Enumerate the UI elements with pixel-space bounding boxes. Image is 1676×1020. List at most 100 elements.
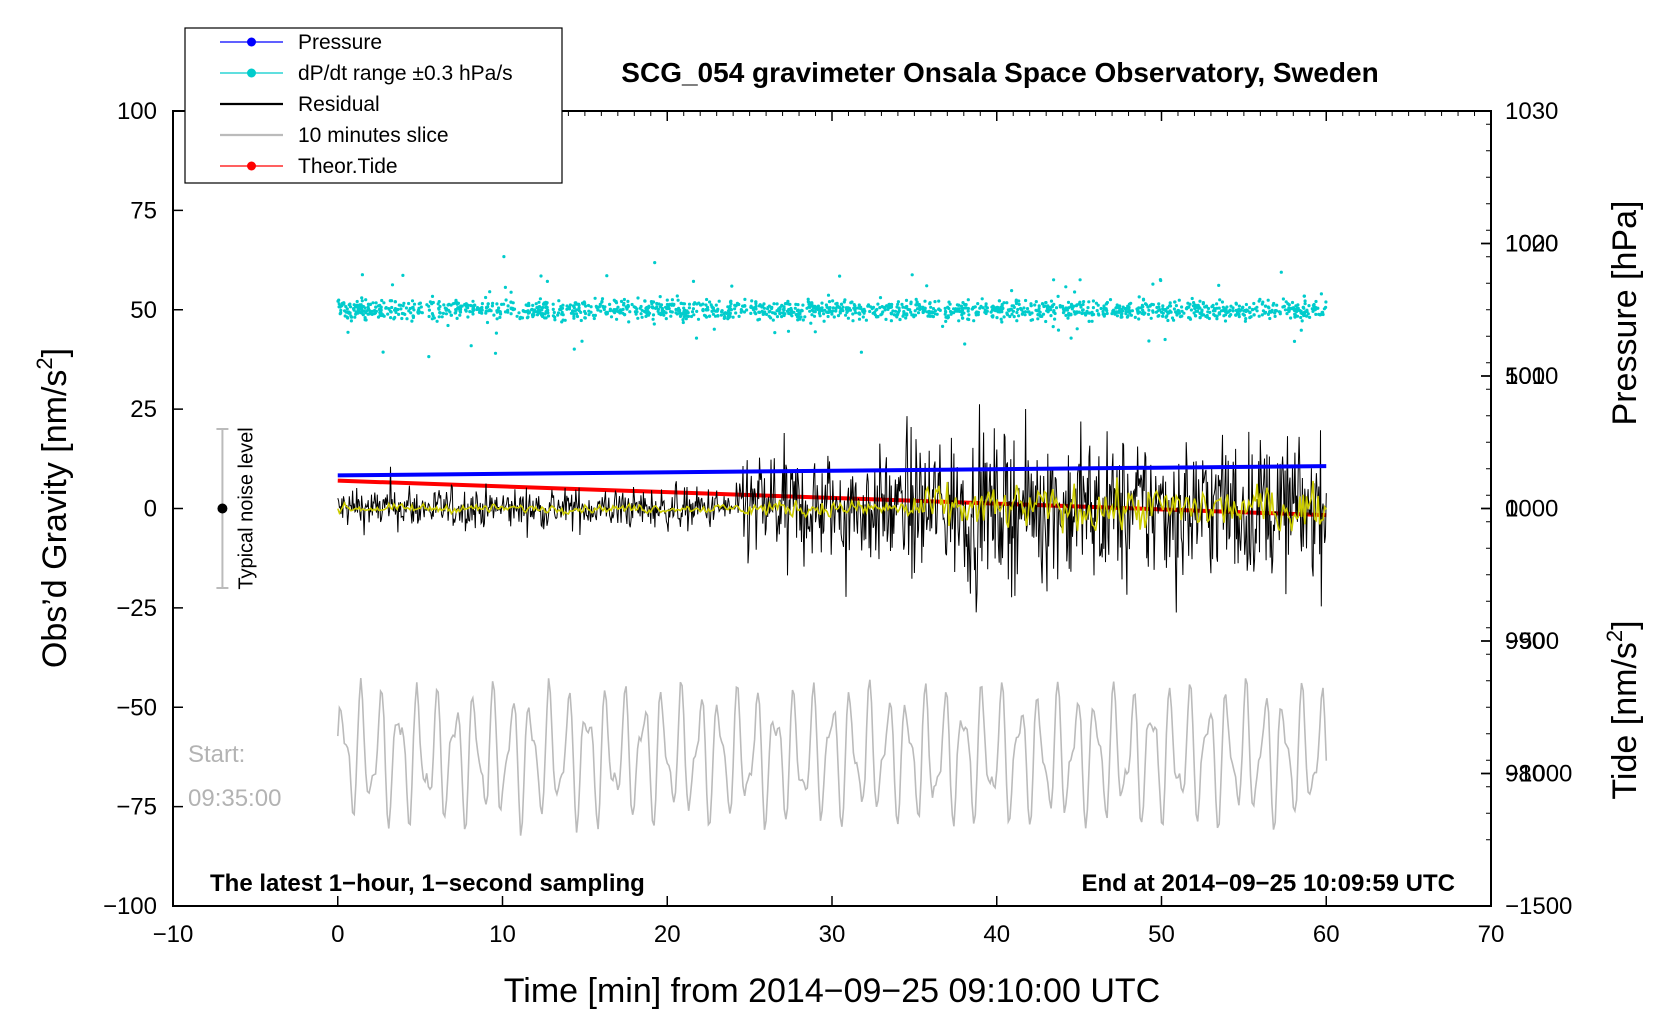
dpdt-point (644, 314, 648, 318)
dpdt-point (1204, 304, 1209, 308)
dpdt-point (733, 303, 737, 307)
dpdt-point (484, 309, 488, 313)
dpdt-point (1075, 327, 1079, 331)
dpdt-point (1213, 314, 1217, 318)
dpdt-point (915, 300, 919, 304)
dpdt-point (1281, 297, 1285, 301)
dpdt-point (1310, 307, 1314, 311)
dpdt-point (1266, 298, 1270, 302)
dpdt-point (494, 331, 498, 335)
dpdt-point (551, 307, 555, 311)
dpdt-point (847, 306, 852, 310)
dpdt-point (966, 306, 971, 311)
dpdt-point (1244, 317, 1248, 321)
dpdt-point (1223, 319, 1228, 323)
dpdt-point (972, 319, 976, 323)
dpdt-point (775, 315, 780, 319)
dpdt-point (967, 313, 971, 317)
x-tick-label: 30 (819, 921, 846, 948)
dpdt-point (691, 307, 696, 311)
dpdt-point (864, 318, 869, 322)
dpdt-point (496, 308, 500, 312)
dpdt-point (888, 305, 892, 309)
dpdt-point (404, 306, 408, 310)
dpdt-point (1314, 312, 1318, 316)
dpdt-point (1101, 309, 1105, 314)
dpdt-point (796, 318, 800, 322)
dpdt-point (720, 309, 724, 313)
dpdt-point (1263, 304, 1268, 308)
x-axis-title: Time [min] from 2014−09−25 09:10:00 UTC (504, 972, 1160, 1010)
tide-axis-title-sup: 2 (1602, 630, 1627, 642)
dpdt-point (1095, 309, 1099, 313)
dpdt-point (1016, 307, 1020, 312)
dpdt-point (534, 302, 538, 306)
y-left-tick-label: 50 (130, 297, 157, 324)
dpdt-point (681, 318, 685, 322)
dpdt-point (691, 279, 696, 283)
y-left-tick-label: −100 (103, 893, 157, 920)
dpdt-point (651, 313, 656, 317)
dpdt-point (715, 309, 719, 313)
dpdt-point (484, 306, 489, 310)
dpdt-point (543, 316, 547, 320)
dpdt-point (417, 302, 421, 306)
dpdt-point (655, 305, 659, 309)
axis-ticks: −10 0 10 20 30 40 50 60 701007550250−25−50−75−10… (103, 98, 1572, 948)
dpdt-point (563, 318, 567, 322)
dpdt-point (879, 313, 883, 317)
dpdt-point (1139, 306, 1143, 310)
dpdt-point (896, 302, 900, 306)
dpdt-point (449, 313, 453, 317)
dpdt-point (1250, 307, 1254, 312)
dpdt-point (382, 301, 386, 305)
dpdt-point (1257, 299, 1261, 303)
dpdt-point (1157, 302, 1161, 306)
dpdt-point (723, 311, 728, 315)
dpdt-point (1195, 304, 1199, 308)
dpdt-point (904, 305, 908, 309)
dpdt-point (665, 298, 669, 302)
dpdt-point (401, 304, 405, 308)
dpdt-point (1137, 306, 1141, 310)
dpdt-point (390, 283, 395, 287)
dpdt-point (1193, 314, 1197, 318)
dpdt-point (1086, 306, 1090, 310)
dpdt-point (469, 303, 473, 308)
dpdt-point (786, 329, 791, 333)
dpdt-point (1273, 311, 1277, 315)
dpdt-point (677, 308, 681, 313)
dpdt-point (572, 306, 576, 310)
dpdt-point (1104, 302, 1108, 306)
dpdt-point (502, 255, 506, 259)
dpdt-point (1300, 319, 1304, 323)
dpdt-point (616, 305, 620, 309)
dpdt-point (544, 300, 548, 304)
tide-tick-label: −1000 (1505, 761, 1572, 788)
pressure-tick-label: 980 (1505, 761, 1545, 788)
dpdt-point (579, 318, 583, 323)
dpdt-point (366, 312, 370, 316)
dpdt-point (488, 290, 492, 294)
dpdt-point (477, 310, 482, 314)
dpdt-point (537, 300, 541, 304)
dpdt-point (1278, 310, 1282, 314)
dpdt-point (353, 315, 357, 319)
dpdt-point (466, 315, 470, 319)
dpdt-point (852, 306, 856, 310)
noise-level-indicator: Typical noise level (216, 427, 257, 590)
dpdt-point (370, 309, 374, 313)
dpdt-point (612, 298, 616, 302)
dpdt-point (1011, 309, 1016, 313)
dpdt-point (760, 305, 764, 309)
dpdt-point (648, 311, 652, 315)
legend-swatch-dot (247, 68, 256, 78)
dpdt-point (984, 302, 988, 306)
dpdt-point (456, 306, 460, 310)
dpdt-point (970, 307, 974, 311)
dpdt-point (509, 306, 513, 310)
dpdt-point (541, 305, 545, 310)
dpdt-point (515, 314, 519, 318)
dpdt-point (591, 313, 596, 317)
